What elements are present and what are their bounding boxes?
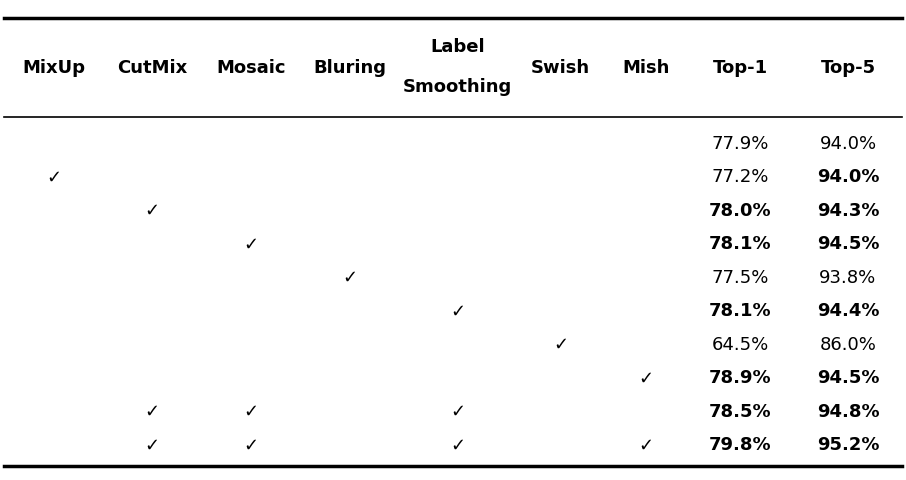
Text: Bluring: Bluring bbox=[313, 59, 386, 77]
Text: ✓: ✓ bbox=[342, 269, 357, 287]
Text: Mish: Mish bbox=[622, 59, 670, 77]
Text: 93.8%: 93.8% bbox=[819, 269, 877, 287]
Text: ✓: ✓ bbox=[450, 436, 465, 454]
Text: 86.0%: 86.0% bbox=[820, 336, 876, 354]
Text: ✓: ✓ bbox=[639, 436, 653, 454]
Text: ✓: ✓ bbox=[145, 436, 159, 454]
Text: ✓: ✓ bbox=[244, 403, 258, 421]
Text: 77.2%: 77.2% bbox=[711, 168, 769, 186]
Text: 78.1%: 78.1% bbox=[708, 235, 772, 253]
Text: Top-1: Top-1 bbox=[713, 59, 767, 77]
Text: 94.0%: 94.0% bbox=[819, 135, 876, 153]
Text: 94.3%: 94.3% bbox=[816, 202, 879, 220]
Text: ✓: ✓ bbox=[46, 168, 61, 186]
Text: 78.1%: 78.1% bbox=[708, 302, 772, 320]
Text: 77.9%: 77.9% bbox=[711, 135, 769, 153]
Text: Smoothing: Smoothing bbox=[403, 78, 512, 96]
Text: ✓: ✓ bbox=[639, 369, 653, 387]
Text: Label: Label bbox=[430, 37, 485, 56]
Text: 94.5%: 94.5% bbox=[816, 369, 879, 387]
Text: ✓: ✓ bbox=[450, 403, 465, 421]
Text: ✓: ✓ bbox=[554, 336, 568, 354]
Text: MixUp: MixUp bbox=[22, 59, 85, 77]
Text: CutMix: CutMix bbox=[117, 59, 188, 77]
Text: ✓: ✓ bbox=[244, 235, 258, 253]
Text: Mosaic: Mosaic bbox=[217, 59, 285, 77]
Text: 77.5%: 77.5% bbox=[711, 269, 769, 287]
Text: 64.5%: 64.5% bbox=[711, 336, 769, 354]
Text: Top-5: Top-5 bbox=[821, 59, 875, 77]
Text: 94.4%: 94.4% bbox=[816, 302, 879, 320]
Text: 94.5%: 94.5% bbox=[816, 235, 879, 253]
Text: 95.2%: 95.2% bbox=[816, 436, 879, 454]
Text: ✓: ✓ bbox=[145, 202, 159, 220]
Text: 78.9%: 78.9% bbox=[708, 369, 772, 387]
Text: ✓: ✓ bbox=[450, 302, 465, 320]
Text: 94.8%: 94.8% bbox=[816, 403, 880, 421]
Text: Swish: Swish bbox=[531, 59, 591, 77]
Text: ✓: ✓ bbox=[145, 403, 159, 421]
Text: 94.0%: 94.0% bbox=[816, 168, 879, 186]
Text: ✓: ✓ bbox=[244, 436, 258, 454]
Text: 78.5%: 78.5% bbox=[708, 403, 772, 421]
Text: 78.0%: 78.0% bbox=[708, 202, 772, 220]
Text: 79.8%: 79.8% bbox=[708, 436, 772, 454]
